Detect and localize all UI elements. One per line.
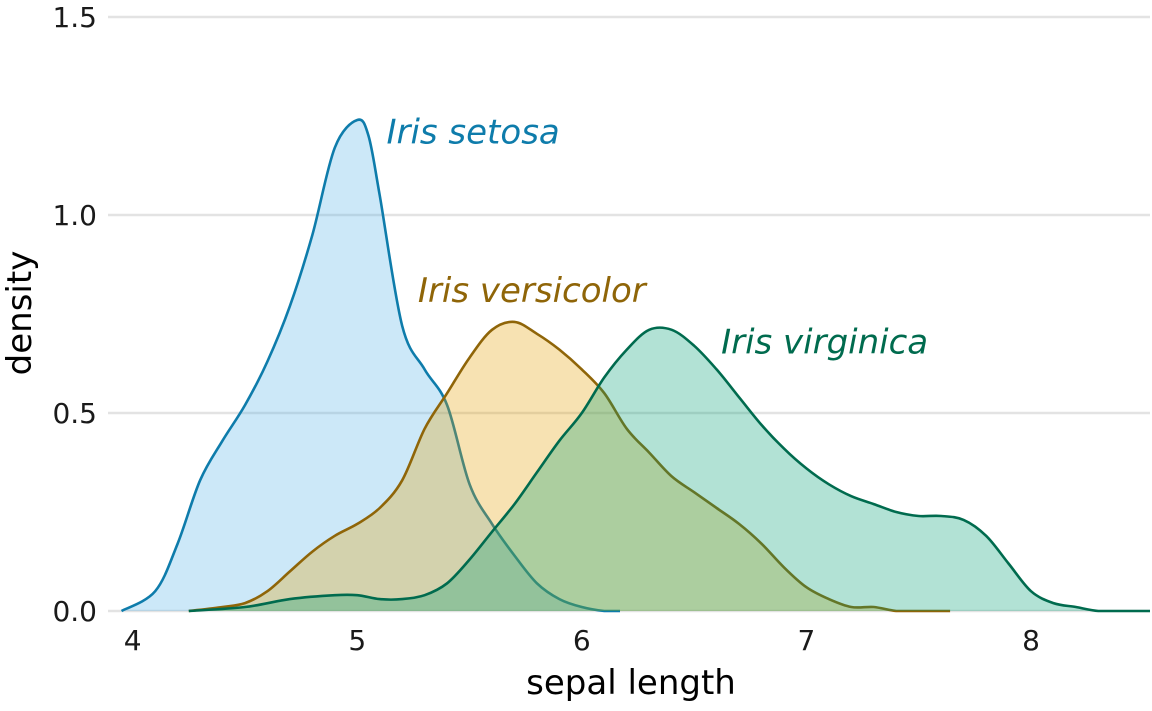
x-axis-title: sepal length	[526, 663, 736, 703]
x-tick-label: 8	[1022, 624, 1040, 657]
x-tick-label: 4	[124, 624, 142, 657]
series-areas	[120, 118, 1151, 613]
x-tick-labels: 4 5 6 7 8	[124, 624, 1040, 657]
y-tick-labels: 0.0 0.5 1.0 1.5	[52, 1, 97, 628]
iris-setosa-line	[120, 118, 620, 613]
y-tick-label: 1.5	[52, 1, 97, 34]
y-tick-label: 1.0	[52, 199, 97, 232]
iris-setosa-area	[121, 119, 620, 612]
y-axis-title: density	[0, 251, 40, 376]
y-tick-label: 0.5	[52, 397, 97, 430]
series-labels: Iris setosa Iris versicolor Iris virginica	[386, 113, 928, 363]
series-label: Iris virginica	[721, 323, 928, 363]
x-tick-label: 6	[573, 624, 591, 657]
series-label: Iris setosa	[386, 113, 559, 153]
x-tick-label: 7	[797, 624, 815, 657]
x-tick-label: 5	[348, 624, 366, 657]
gridlines	[108, 15, 1150, 613]
iris-virginica-line	[188, 326, 1150, 613]
iris-versicolor-line	[188, 320, 951, 613]
y-tick-label: 0.0	[52, 595, 97, 628]
iris-virginica-area	[188, 327, 1151, 611]
series-label: Iris versicolor	[418, 271, 648, 311]
iris-versicolor-area	[188, 321, 951, 611]
